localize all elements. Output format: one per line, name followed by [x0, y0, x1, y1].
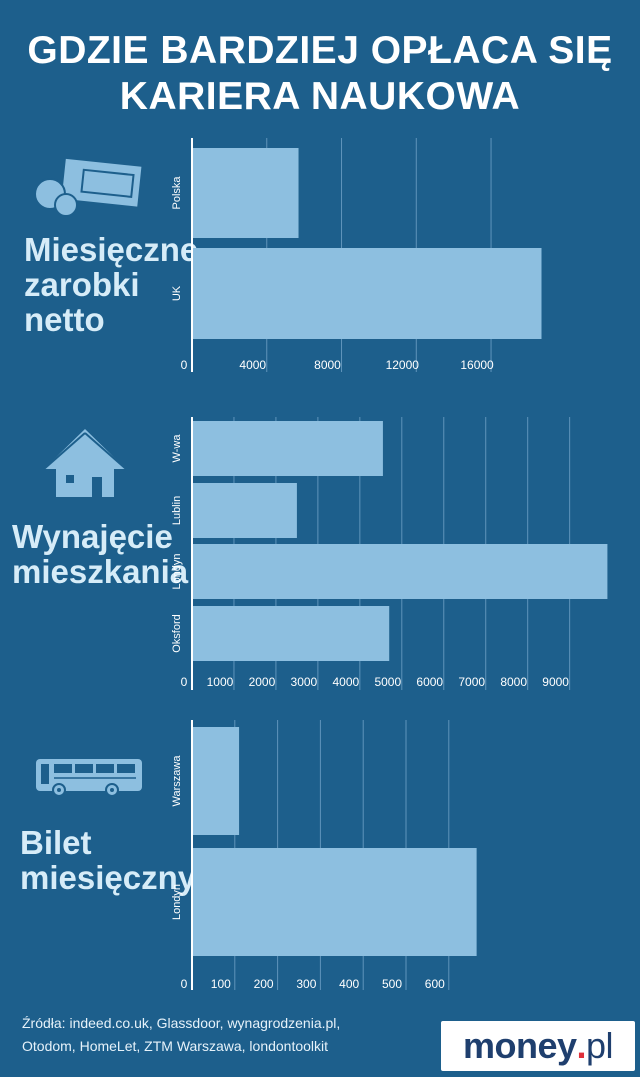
source-line-2: Otodom, HomeLet, ZTM Warszawa, londontoo… [22, 1038, 329, 1054]
category-label: Warszawa [171, 755, 183, 807]
section-label-rent: Wynajęcie mieszkania [12, 519, 188, 589]
logo-dot: . [576, 1025, 587, 1066]
section-label-line: Bilet [20, 824, 92, 861]
category-label: Polska [171, 176, 183, 210]
tick-label: 9000 [542, 675, 569, 689]
bar [192, 483, 297, 538]
tick-label: 200 [254, 977, 274, 991]
section-label-line: mieszkania [12, 553, 189, 590]
tick-label: 5000 [374, 675, 401, 689]
tick-label: 0 [181, 358, 188, 372]
tick-label: 7000 [458, 675, 485, 689]
section-label-ticket: Bilet miesięczny [20, 825, 196, 895]
section-label-earnings: Miesięczne zarobki netto [24, 232, 198, 337]
logo-tld: pl [586, 1025, 614, 1066]
tick-label: 100 [211, 977, 231, 991]
category-label: Lublin [171, 496, 183, 525]
source-line-1: Źródła: indeed.co.uk, Glassdoor, wynagro… [22, 1015, 341, 1031]
bar [192, 606, 390, 661]
tick-label: 8000 [314, 358, 341, 372]
tick-label: 2000 [249, 675, 276, 689]
bar [192, 148, 299, 238]
category-label: UK [171, 285, 183, 301]
section-label-line: netto [24, 301, 105, 338]
logo-main: money [462, 1025, 577, 1066]
category-label: Londyn [171, 553, 183, 589]
tick-label: 8000 [500, 675, 527, 689]
title-line-1: GDZIE BARDZIEJ OPŁACA SIĘ [27, 29, 613, 72]
tick-label: 400 [339, 977, 359, 991]
section-label-line: zarobki [24, 266, 140, 303]
tick-label: 6000 [416, 675, 443, 689]
tick-label: 3000 [291, 675, 318, 689]
bar [192, 727, 240, 835]
section-label-line: Miesięczne [24, 231, 199, 268]
tick-label: 0 [181, 675, 188, 689]
title-line-2: KARIERA NAUKOWA [119, 75, 521, 118]
section-label-line: Wynajęcie [12, 518, 173, 555]
category-label: Oksford [171, 614, 183, 653]
tick-label: 1000 [207, 675, 234, 689]
bar [192, 848, 477, 956]
tick-label: 4000 [332, 675, 359, 689]
category-label: W-wa [171, 434, 183, 463]
tick-label: 500 [382, 977, 402, 991]
money-icon [34, 158, 142, 217]
tick-label: 16000 [460, 358, 494, 372]
bar [192, 421, 383, 476]
section-label-line: miesięczny [20, 859, 197, 896]
house-icon [43, 429, 127, 497]
tick-label: 300 [296, 977, 316, 991]
bus-icon [36, 759, 142, 797]
bar [192, 248, 542, 339]
tick-label: 12000 [386, 358, 420, 372]
category-label: Londyn [171, 884, 183, 920]
tick-label: 0 [181, 977, 188, 991]
bar [192, 544, 608, 599]
tick-label: 600 [425, 977, 445, 991]
page-title: GDZIE BARDZIEJ OPŁACA SIĘ KARIERA NAUKOW… [0, 28, 640, 120]
tick-label: 4000 [239, 358, 266, 372]
money-pl-logo[interactable]: money. pl [441, 1021, 635, 1071]
source-note: Źródła: indeed.co.uk, Glassdoor, wynagro… [22, 1012, 442, 1058]
